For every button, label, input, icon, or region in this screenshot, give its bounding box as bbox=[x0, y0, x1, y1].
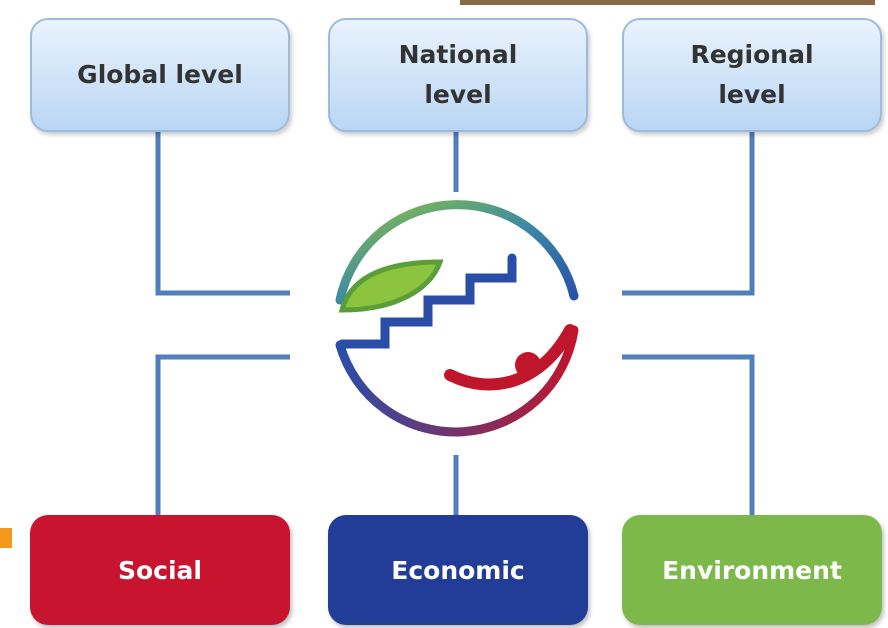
node-label: Global level bbox=[77, 60, 243, 89]
logo bbox=[335, 200, 579, 437]
bottom-node: Economic bbox=[328, 515, 588, 625]
top-strip bbox=[460, 0, 875, 5]
connectors bbox=[155, 132, 755, 515]
node-label: Regional level bbox=[690, 40, 814, 109]
bullet bbox=[0, 528, 12, 548]
bottom-node: Social bbox=[30, 515, 290, 625]
bottom-node: Environment bbox=[622, 515, 882, 625]
top-node: National level bbox=[328, 18, 588, 132]
top-node: Regional level bbox=[622, 18, 882, 132]
top-node: Global level bbox=[30, 18, 290, 132]
node-label: Social bbox=[117, 555, 202, 585]
node-label: Environment bbox=[662, 555, 842, 585]
node-label: Economic bbox=[391, 555, 525, 585]
node-label: National level bbox=[398, 40, 518, 109]
